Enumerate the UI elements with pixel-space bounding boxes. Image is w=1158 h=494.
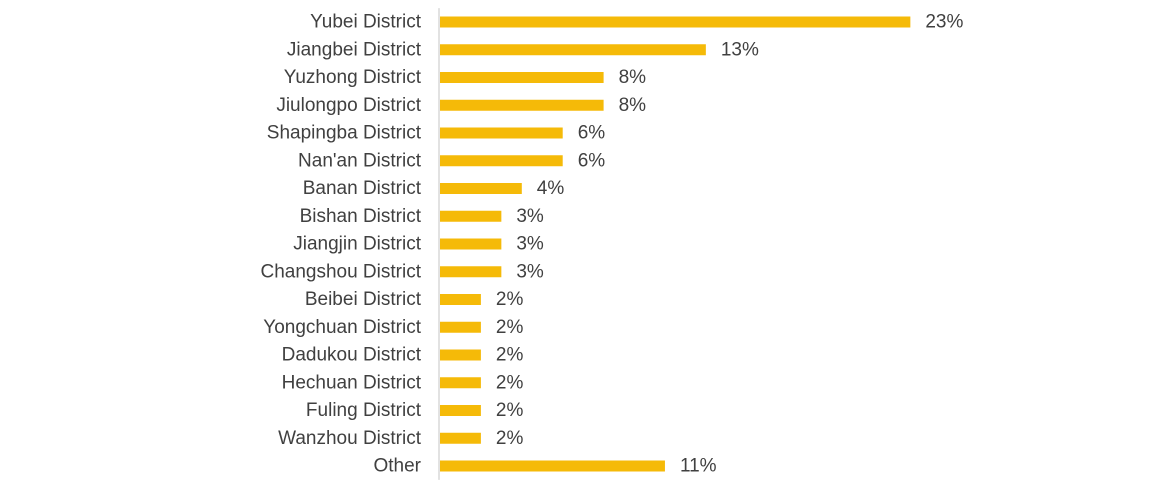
bar [440,155,563,167]
bar [440,294,481,305]
bar [440,405,481,416]
value-label: 2% [496,317,524,338]
bar [440,72,604,83]
category-label: Yubei District [310,12,422,33]
bar [440,238,502,250]
bar [440,432,481,444]
value-labels: 23% 13% 8% 8% 6% 6% 4% 3% 3% 3% 2% 2% 2% 2% 2% 2% 11% [496,12,964,477]
category-label: Shapingba District [267,123,422,144]
value-label: 13% [721,39,759,60]
bar [440,44,706,56]
category-label: Yuzhong District [284,67,422,88]
bar [440,349,481,361]
category-label: Nan'an District [298,150,422,171]
category-label: Yongchuan District [263,317,421,338]
category-label: Jiulongpo District [276,95,421,116]
category-label: Hechuan District [282,372,422,393]
value-label: 23% [925,12,963,33]
bar [440,127,563,139]
category-label: Other [373,456,421,477]
value-label: 6% [578,123,606,144]
value-label: 11% [680,456,717,477]
value-label: 2% [496,372,524,393]
category-label: Dadukou District [282,345,422,366]
category-label: Jiangbei District [287,39,422,60]
value-label: 6% [578,150,606,171]
bar [440,16,911,28]
bar [440,377,481,389]
value-label: 3% [516,234,544,255]
value-label: 3% [516,261,544,282]
value-label: 3% [516,206,544,227]
category-label: Wanzhou District [278,428,422,449]
category-label: Changshou District [260,261,421,282]
bar [440,210,502,222]
category-labels: Yubei District Jiangbei District Yuzhong D… [260,12,421,477]
bar [440,99,604,111]
bar [440,321,481,333]
bar [440,460,665,472]
category-label: Beibei District [305,289,422,310]
category-label: Banan District [303,178,422,199]
value-label: 8% [619,67,647,88]
value-label: 2% [496,345,524,366]
value-label: 8% [619,95,647,116]
bar [440,266,502,278]
value-label: 4% [537,178,565,199]
value-label: 2% [496,428,524,449]
bars-layer [440,16,911,472]
category-label: Jiangjin District [293,234,421,255]
value-label: 2% [496,400,524,421]
category-label: Bishan District [300,206,422,227]
bar [440,183,522,194]
category-label: Fuling District [306,400,422,421]
value-label: 2% [496,289,524,310]
